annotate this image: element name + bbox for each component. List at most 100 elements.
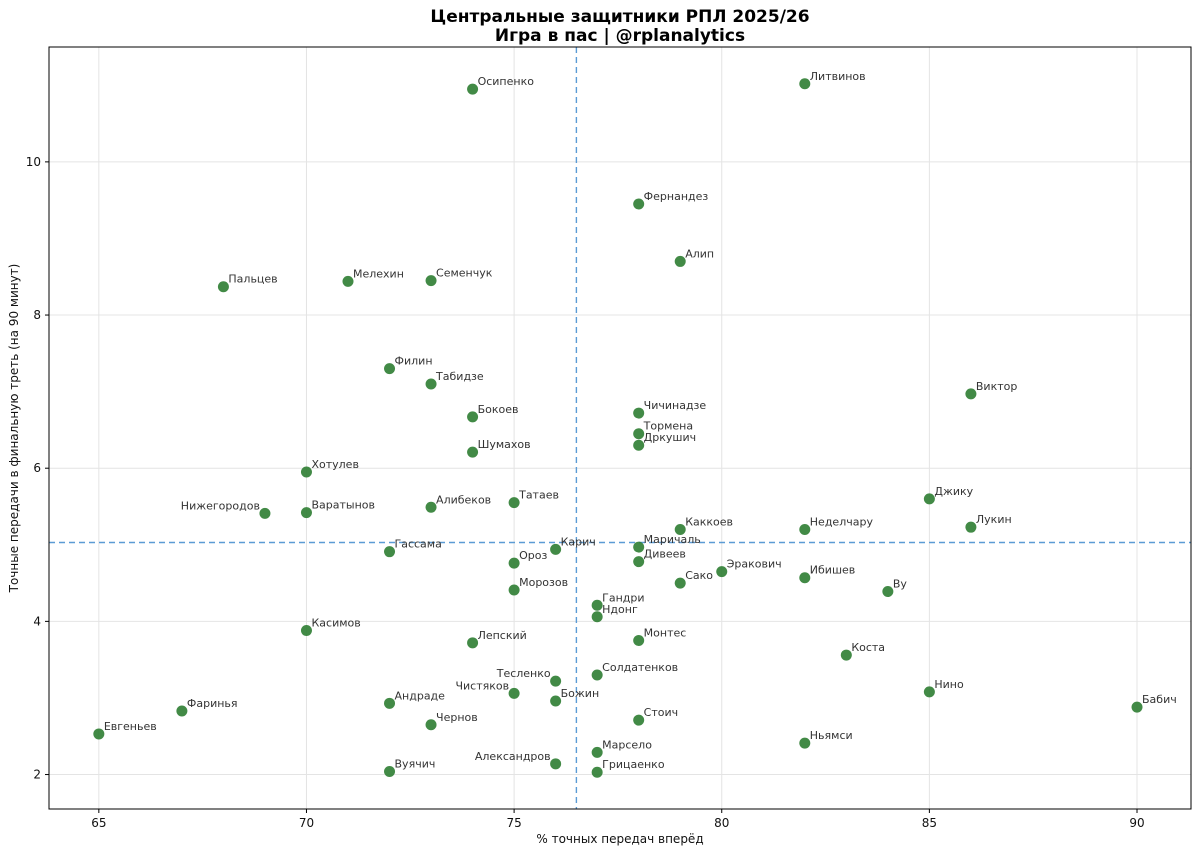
point-label: Монтес [644,627,687,640]
point-label: Чичинадзе [644,399,707,412]
y-tick-label: 6 [33,461,41,475]
data-point [425,719,437,731]
point-label: Сако [685,569,713,582]
data-point [1131,701,1143,713]
point-label: Фернандез [644,190,709,203]
point-label: Лукин [976,513,1012,526]
data-point [93,728,105,740]
point-label: Дркушич [644,431,696,444]
data-point [633,407,645,419]
point-label: Чистяков [455,679,509,692]
point-label: Ньямси [810,729,853,742]
data-point [508,584,520,596]
data-point [633,635,645,647]
data-point [633,428,645,440]
chart-subtitle: Игра в пас | @rplanalytics [495,26,745,46]
point-label: Алибеков [436,493,491,506]
point-label: Каккоев [685,515,733,528]
point-label: Хотулев [311,458,358,471]
data-point [923,686,935,698]
point-label: Семенчук [436,267,493,280]
data-point [425,501,437,513]
data-point [591,746,603,758]
x-tick-label: 70 [299,816,314,830]
point-label: Джику [934,485,973,498]
point-label: Филин [395,355,433,368]
point-label: Карич [561,535,596,548]
point-label: Стоич [644,706,678,719]
data-point [591,611,603,623]
point-label: Евгеньев [104,720,157,733]
data-point [633,198,645,210]
x-tick-label: 65 [91,816,106,830]
y-tick-label: 8 [33,308,41,322]
point-label: Дивеев [644,548,686,561]
point-label: Бокоев [478,403,519,416]
point-label: Тормена [643,420,693,433]
data-point [300,625,312,637]
data-point [591,599,603,611]
point-label: Шумахов [478,438,531,451]
point-label: Грицаенко [602,758,665,771]
point-label: Осипенко [478,75,535,88]
point-label: Александров [475,750,551,763]
data-point [840,649,852,661]
data-point [674,255,686,267]
point-label: Марсело [602,738,652,751]
y-tick-label: 10 [26,155,41,169]
data-point [467,411,479,423]
point-label: Литвинов [810,70,866,83]
point-label: Пальцев [228,273,277,286]
point-label: Алип [685,247,714,260]
point-label: Бабич [1142,693,1177,706]
data-point [508,687,520,699]
data-point [467,83,479,95]
point-label: Маричаль [644,533,701,546]
grid [49,47,1191,809]
plot-frame [48,46,1192,810]
point-label: Вуячич [395,757,436,770]
point-labels: Осипенко Литвинов Фернандез Алип Пальцев Меле… [104,70,1177,771]
point-label: Ибишев [810,564,855,577]
data-point [342,275,354,287]
point-label: Неделчару [810,515,874,528]
point-label: Татаев [518,489,559,502]
data-point [799,523,811,535]
data-point [591,766,603,778]
point-label: Нижегородов [181,499,260,512]
point-label: Тесленко [496,667,551,680]
data-point [300,507,312,519]
axis-ticks: 65 70 75 80 85 90 2 4 6 8 10 [26,155,1145,830]
data-point [384,363,396,375]
point-label: Лепский [478,629,527,642]
x-tick-label: 85 [922,816,937,830]
x-tick-label: 90 [1129,816,1144,830]
data-point [467,637,479,649]
point-label: Варатынов [311,499,375,512]
data-point [550,758,562,770]
data-point [384,697,396,709]
data-point [550,675,562,687]
data-point [799,737,811,749]
point-label: Коста [851,641,885,654]
data-point [550,695,562,707]
data-point [300,466,312,478]
data-point [591,669,603,681]
data-points [93,78,1143,778]
x-axis-label: % точных передач вперёд [536,832,703,846]
point-label: Морозов [519,576,568,589]
data-point [467,446,479,458]
data-point [633,714,645,726]
point-label: Гассама [395,538,442,551]
point-label: Фаринья [187,697,238,710]
data-point [674,523,686,535]
data-point [259,507,271,519]
data-point [176,705,188,717]
data-point [923,493,935,505]
point-label: Гандри [602,591,644,604]
point-label: Солдатенков [602,661,678,674]
point-label: Мелехин [353,267,404,280]
x-tick-label: 80 [714,816,729,830]
point-label: Нино [934,678,964,691]
